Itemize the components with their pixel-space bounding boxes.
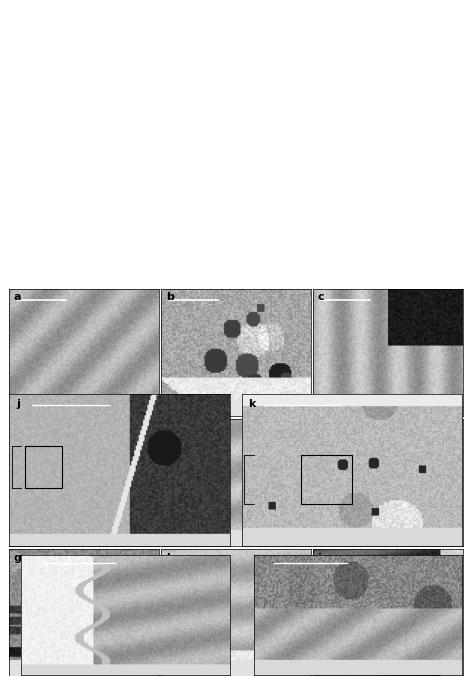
Text: j: j (16, 399, 20, 409)
Text: a: a (14, 293, 21, 302)
Text: c: c (317, 293, 324, 302)
Text: b: b (165, 293, 173, 302)
Text: h: h (165, 552, 173, 562)
Text: i: i (317, 552, 321, 562)
Bar (25, 446, 63, 488)
Text: d: d (14, 422, 22, 433)
Text: f: f (317, 422, 322, 433)
Text: g: g (14, 552, 22, 562)
Text: e: e (165, 422, 173, 433)
Bar (301, 455, 352, 504)
Text: k: k (248, 399, 256, 409)
